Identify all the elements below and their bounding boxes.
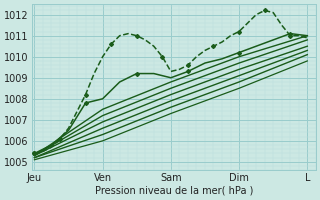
X-axis label: Pression niveau de la mer( hPa ): Pression niveau de la mer( hPa ): [94, 186, 253, 196]
